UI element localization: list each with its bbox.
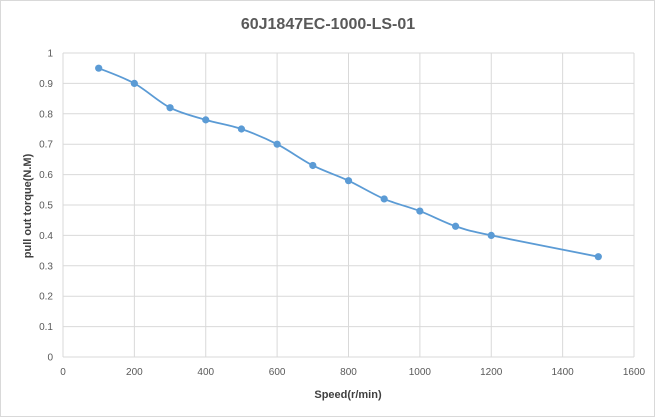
x-tick-label: 600: [269, 367, 286, 378]
x-tick-label: 1200: [480, 367, 503, 378]
x-tick-label: 1600: [623, 367, 646, 378]
data-point: [202, 116, 210, 124]
x-tick-label: 0: [60, 367, 66, 378]
x-tick-label: 1400: [552, 367, 575, 378]
y-tick-label: 0.6: [39, 170, 53, 181]
y-tick-label: 0.7: [39, 140, 53, 151]
y-tick-label: 0.2: [39, 292, 53, 303]
y-tick-label: 0.5: [39, 201, 53, 212]
x-tick-label: 800: [340, 367, 357, 378]
x-tick-label: 200: [126, 367, 143, 378]
y-tick-label: 0.9: [39, 79, 53, 90]
data-point: [95, 64, 103, 72]
y-tick-label: 0.3: [39, 261, 53, 272]
gridlines: [62, 52, 635, 358]
x-axis-label: Speed(r/min): [314, 389, 382, 401]
data-point: [451, 222, 460, 230]
data-point: [344, 177, 353, 185]
x-tick-label: 400: [197, 367, 214, 378]
series-layer: [95, 64, 602, 261]
data-point: [416, 207, 424, 215]
chart-title: 60J1847EC-1000-LS-01: [241, 16, 415, 33]
y-tick-label: 0: [47, 353, 53, 364]
data-point: [380, 195, 388, 203]
data-point: [487, 231, 495, 239]
data-point: [273, 140, 281, 148]
y-tick-label: 0.1: [39, 322, 53, 333]
y-tick-label: 1: [47, 49, 53, 60]
y-tick-label: 0.4: [39, 231, 53, 242]
tick-labels: 0 0.1 0.2 0.3 0.4 0.5 0.6 0.7 0.8 0.9 1 0 200 400 600 8…: [39, 49, 645, 379]
y-tick-label: 0.8: [39, 109, 53, 120]
data-point: [594, 253, 602, 261]
data-point: [237, 125, 246, 133]
data-point: [130, 79, 138, 87]
data-point: [309, 161, 317, 170]
y-axis-label: pull out torque(N.M): [22, 153, 34, 258]
data-point: [166, 104, 174, 112]
x-tick-label: 1000: [409, 367, 432, 378]
